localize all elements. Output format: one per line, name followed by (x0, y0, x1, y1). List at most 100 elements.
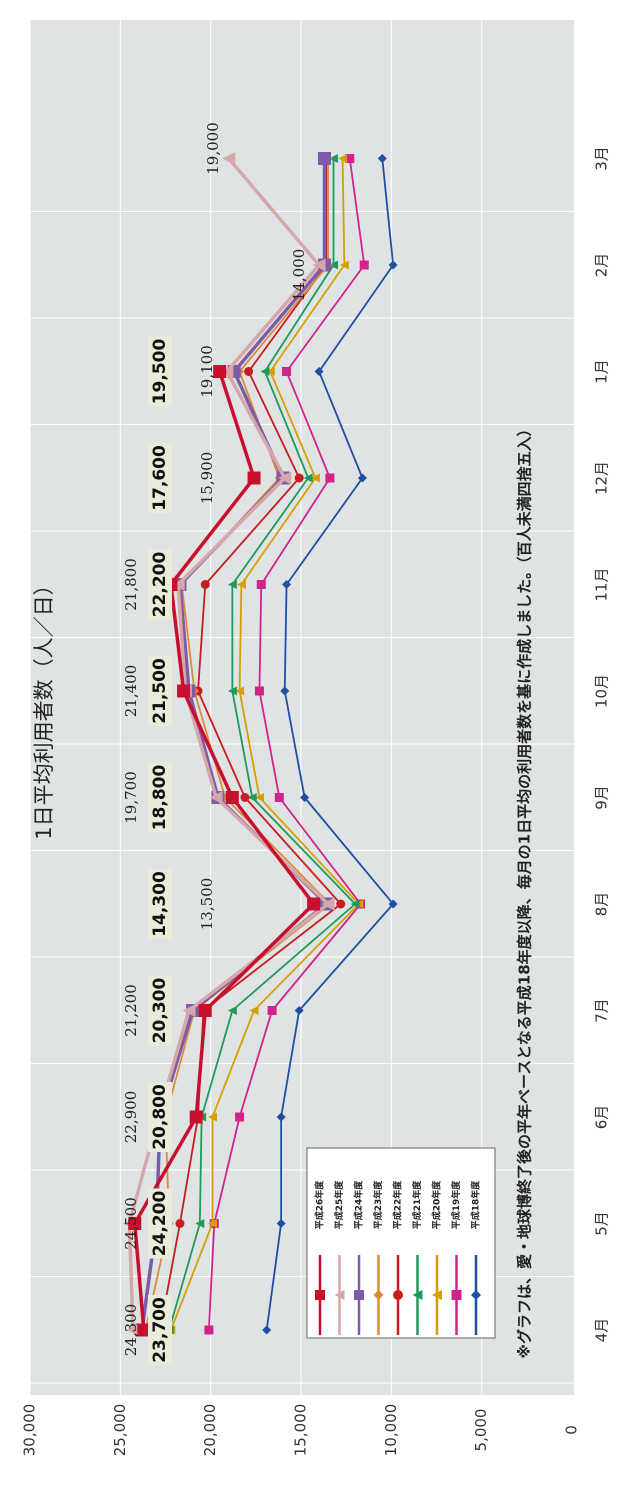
data-point (247, 793, 257, 802)
legend-item: 平成26年度 (314, 1180, 326, 1335)
data-label: 21,400 (122, 665, 140, 718)
legend-item: 平成22年度 (392, 1180, 404, 1335)
data-point (274, 793, 284, 802)
data-label-boxed: 19,500 (148, 336, 172, 407)
legend-item: 平成21年度 (411, 1180, 423, 1335)
data-point (262, 1325, 272, 1335)
legend-item: 平成20年度 (431, 1180, 443, 1335)
data-point (276, 1219, 286, 1228)
data-label: 17,600 (150, 445, 170, 511)
data-point (317, 152, 331, 165)
data-point (249, 1006, 259, 1015)
data-point (357, 473, 367, 483)
series-平成26年度 (128, 365, 321, 1337)
data-label-box (148, 549, 172, 620)
data-label: 21,200 (122, 984, 140, 1037)
data-point (338, 154, 348, 163)
legend-swatch-marker (412, 1290, 423, 1300)
data-label-box (148, 656, 172, 726)
legend-swatch-marker (354, 1290, 364, 1300)
data-label-box (148, 869, 172, 939)
data-point (200, 580, 210, 589)
series-line (159, 158, 342, 1331)
legend-swatch-marker (451, 1290, 462, 1300)
data-point (312, 258, 326, 272)
data-label: 24,500 (122, 1197, 140, 1250)
data-point (128, 1217, 142, 1230)
data-point (294, 473, 304, 483)
legend-item: 平成18年度 (470, 1180, 482, 1335)
data-point (278, 471, 292, 485)
data-label-box (148, 443, 172, 513)
data-point (207, 1112, 217, 1122)
data-point (388, 899, 398, 909)
data-point (321, 897, 335, 911)
category-label: 2月 (593, 253, 611, 278)
data-point (235, 1112, 245, 1122)
data-label: 14,000 (290, 249, 308, 302)
data-point (303, 473, 313, 483)
data-label-boxed: 14,300 (148, 869, 172, 939)
data-point (307, 897, 321, 911)
data-point (222, 152, 236, 165)
data-point (350, 899, 360, 909)
data-label: 18,800 (150, 765, 170, 831)
data-point (235, 686, 245, 696)
data-point (227, 686, 237, 696)
legend-label: 平成18年度 (470, 1180, 482, 1230)
data-point (225, 791, 239, 804)
data-point (204, 1325, 214, 1335)
data-label: 21,500 (150, 658, 170, 724)
value-tick-label: 10,000 (382, 1404, 400, 1457)
legend-label: 平成26年度 (314, 1180, 326, 1230)
data-label-box (148, 1295, 172, 1365)
legend-label: 平成22年度 (392, 1180, 404, 1230)
data-point (227, 580, 237, 589)
series-line (170, 158, 360, 1331)
series-line (207, 158, 366, 1331)
category-label: 6月 (593, 1105, 611, 1130)
data-label: 24,200 (150, 1191, 170, 1257)
data-point (267, 1006, 277, 1015)
data-point (177, 684, 191, 698)
data-point (198, 1004, 212, 1017)
data-point (300, 793, 310, 802)
series-line (168, 158, 357, 1331)
data-point (209, 791, 223, 804)
category-label: 3月 (593, 146, 611, 171)
category-label: 4月 (593, 1318, 611, 1343)
legend-swatch-marker (393, 1290, 403, 1300)
data-label: 24,300 (122, 1304, 140, 1357)
category-label: 10月 (593, 674, 611, 708)
legend-label: 平成24年度 (353, 1180, 365, 1230)
data-point (329, 260, 339, 270)
legend-label: 平成21年度 (411, 1180, 423, 1230)
data-point (377, 154, 387, 163)
data-point (282, 580, 292, 589)
legend-swatch-marker (315, 1290, 325, 1300)
legend-label: 平成23年度 (372, 1180, 384, 1230)
series-平成18年度 (262, 154, 398, 1335)
chart-title: 1日平均利用者数（人／日） (32, 574, 56, 839)
data-point (213, 365, 227, 378)
category-label: 1月 (593, 359, 611, 384)
data-label: 22,200 (150, 552, 170, 618)
value-tick-label: 30,000 (21, 1404, 39, 1457)
data-point (189, 1110, 203, 1124)
data-point (294, 1006, 304, 1015)
data-point (329, 154, 339, 163)
legend-label: 平成25年度 (333, 1180, 345, 1230)
data-label-boxed: 17,600 (148, 443, 172, 513)
data-label: 19,700 (122, 771, 140, 824)
legend-box (306, 1147, 496, 1339)
legend-item: 平成19年度 (450, 1180, 462, 1335)
data-label-boxed: 20,300 (148, 975, 172, 1046)
data-label-box (148, 762, 172, 833)
data-point (265, 367, 275, 376)
data-label: 15,900 (198, 452, 216, 505)
data-point (256, 580, 266, 589)
category-label: 12月 (593, 461, 611, 495)
data-label: 21,800 (122, 558, 140, 611)
data-point (227, 1006, 237, 1015)
